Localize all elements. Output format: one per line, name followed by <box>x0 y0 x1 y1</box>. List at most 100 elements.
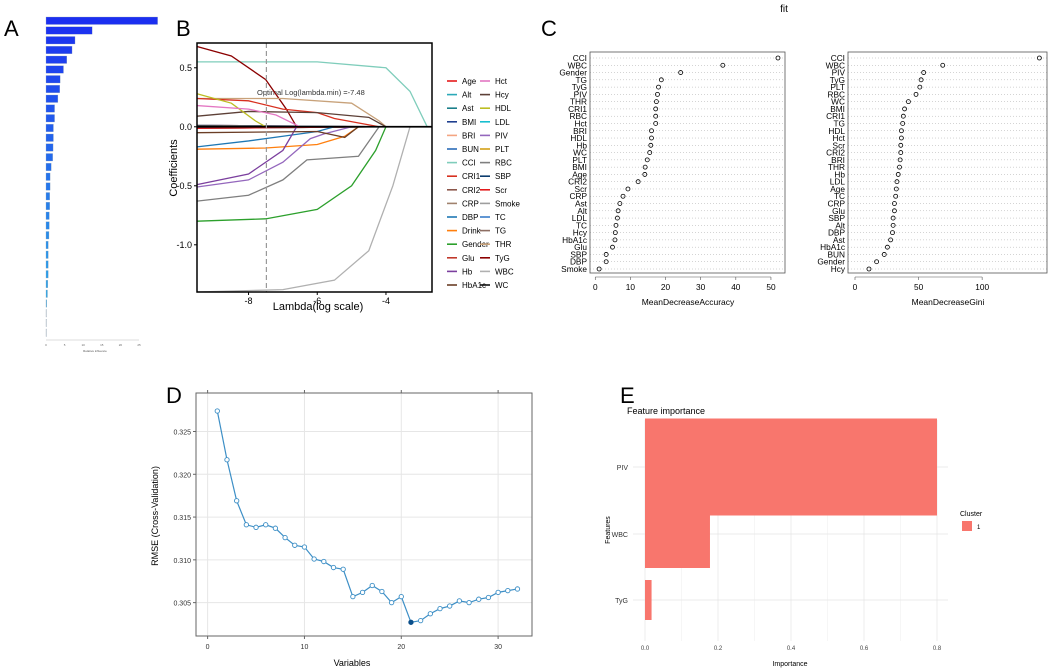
a-bar <box>45 172 51 181</box>
panel-label-b: B <box>176 16 191 41</box>
c2-category-label: TG <box>833 118 845 128</box>
c1-category-label: WBC <box>568 60 587 70</box>
c1-category-label: Smoke <box>561 264 587 274</box>
c2-category-label: HDL <box>828 126 845 136</box>
c1-point <box>603 252 609 257</box>
a-bar <box>45 250 49 259</box>
c2-plot-frame <box>847 51 1048 274</box>
c2-category-label: WC <box>831 97 845 107</box>
c1-point <box>656 84 661 90</box>
c-title: fit <box>780 4 788 15</box>
c1-point <box>620 193 626 199</box>
d-point <box>495 589 501 596</box>
b-legend-label: SBP <box>495 172 511 181</box>
b-series-line-thr <box>197 97 387 128</box>
d-xtick-label: 30 <box>494 644 502 651</box>
c2-category-label: DBP <box>828 228 846 238</box>
c1-category-label: CRP <box>569 191 587 201</box>
c2-xtick-label: 0 <box>853 282 858 292</box>
b-legend-label: CRI2 <box>462 186 481 195</box>
a-bar <box>45 153 53 162</box>
c1-point <box>596 266 602 272</box>
d-point <box>321 558 327 565</box>
b-series-line-hdl <box>196 93 267 128</box>
b-legend-label: Drink <box>462 227 482 236</box>
c2-point <box>900 121 906 126</box>
a-bar <box>45 211 50 220</box>
panel-label-a: A <box>4 16 19 41</box>
c2-xtick-label: 100 <box>975 282 989 292</box>
c2-category-label: RBC <box>827 89 845 99</box>
c1-point <box>610 244 615 250</box>
d-point <box>311 556 317 562</box>
a-bar <box>45 26 93 35</box>
c1-point <box>653 121 659 126</box>
b-plot-frame <box>196 42 433 293</box>
c1-point <box>603 259 609 265</box>
a-bar <box>45 94 59 103</box>
c2-category-label: Alt <box>835 220 845 230</box>
d-xtick-label: 0 <box>206 644 210 651</box>
d-point <box>388 599 395 606</box>
e-xtick-label: 0.4 <box>787 646 796 652</box>
d-point <box>272 525 279 531</box>
c2-point <box>899 128 904 134</box>
c1-category-label: SBP <box>570 249 587 259</box>
b-legend-label: Ast <box>462 104 474 113</box>
c1-category-label: PLT <box>572 155 587 165</box>
c1-xlabel: MeanDecreaseAccuracy <box>642 297 735 307</box>
c2-point <box>890 230 895 236</box>
e-bar-piv <box>645 418 937 516</box>
c2-point <box>898 142 904 148</box>
a-bar <box>45 289 48 298</box>
c2-point <box>1036 55 1042 61</box>
b-legend-label: Alt <box>462 91 472 100</box>
c1-category-label: TG <box>575 75 587 85</box>
c1-category-label: HbA1c <box>562 235 587 245</box>
c2-point <box>940 62 946 68</box>
c1-point <box>635 179 641 185</box>
d-point <box>214 408 220 414</box>
b-legend-label: Age <box>462 77 477 86</box>
c2-point <box>902 106 907 112</box>
a-bar <box>45 182 51 191</box>
c1-xtick-label: 30 <box>696 282 706 292</box>
a-xtick-label: 20 <box>119 343 123 347</box>
c2-category-label: BMI <box>830 104 845 114</box>
c1-xtick-label: 40 <box>731 282 741 292</box>
d-best-point <box>408 619 414 625</box>
c1-point <box>615 208 621 214</box>
c1-point <box>612 237 618 243</box>
c2-category-label: CRI2 <box>826 148 845 158</box>
d-plot-frame <box>195 392 533 637</box>
c1-point <box>648 142 654 148</box>
c1-category-label: Scr <box>575 184 588 194</box>
a-bar <box>45 55 67 64</box>
c2-point <box>892 201 897 206</box>
panel-label-e: E <box>620 383 635 408</box>
b-legend-label: LDL <box>495 118 510 127</box>
a-xlabel: Relative influence <box>83 349 107 353</box>
c1-category-label: CRI2 <box>568 177 587 187</box>
a-xtick-label: 5 <box>64 343 66 347</box>
e-legend-title: Cluster <box>960 511 983 518</box>
d-point <box>476 596 482 602</box>
e-legend-label: 1 <box>977 525 981 531</box>
c1-point <box>653 113 659 119</box>
c1-category-label: THR <box>570 97 587 107</box>
b-legend-label: Smoke <box>495 199 520 208</box>
d-point <box>253 524 259 530</box>
b-xtick-label: -8 <box>245 296 253 306</box>
d-point <box>379 588 385 595</box>
c2-category-label: Scr <box>833 140 846 150</box>
e-xtick-label: 0.0 <box>641 646 650 652</box>
c2-point <box>866 266 872 272</box>
a-bar <box>45 163 52 171</box>
c2-point <box>892 208 897 214</box>
c2-point <box>913 91 919 97</box>
c2-category-label: LDL <box>830 177 846 187</box>
c1-point <box>775 55 781 61</box>
c2-category-label: Hct <box>833 133 846 143</box>
c1-category-label: Hct <box>575 118 588 128</box>
